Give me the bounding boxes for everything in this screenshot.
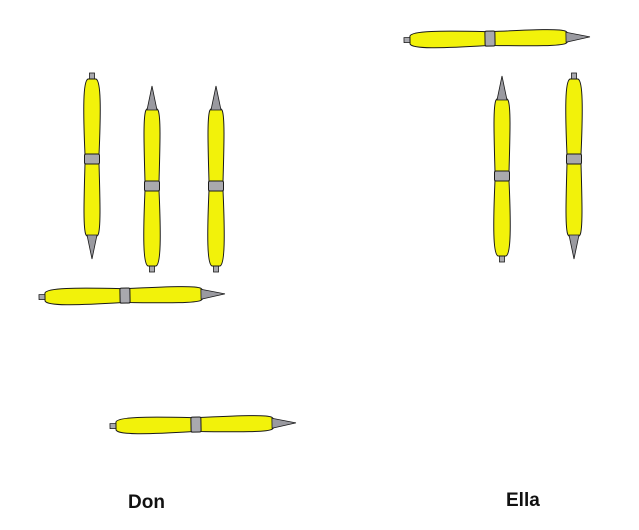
pen-icon (404, 29, 590, 49)
pen-icon (39, 286, 225, 306)
pen-icon (566, 73, 582, 259)
group-label-don: Don (128, 492, 165, 514)
pen-icon (494, 76, 510, 262)
pen-icon (208, 86, 224, 272)
pen-icon (84, 73, 100, 259)
pen-icon (144, 86, 160, 272)
group-label-ella: Ella (506, 490, 540, 512)
pen-icon (110, 415, 296, 435)
